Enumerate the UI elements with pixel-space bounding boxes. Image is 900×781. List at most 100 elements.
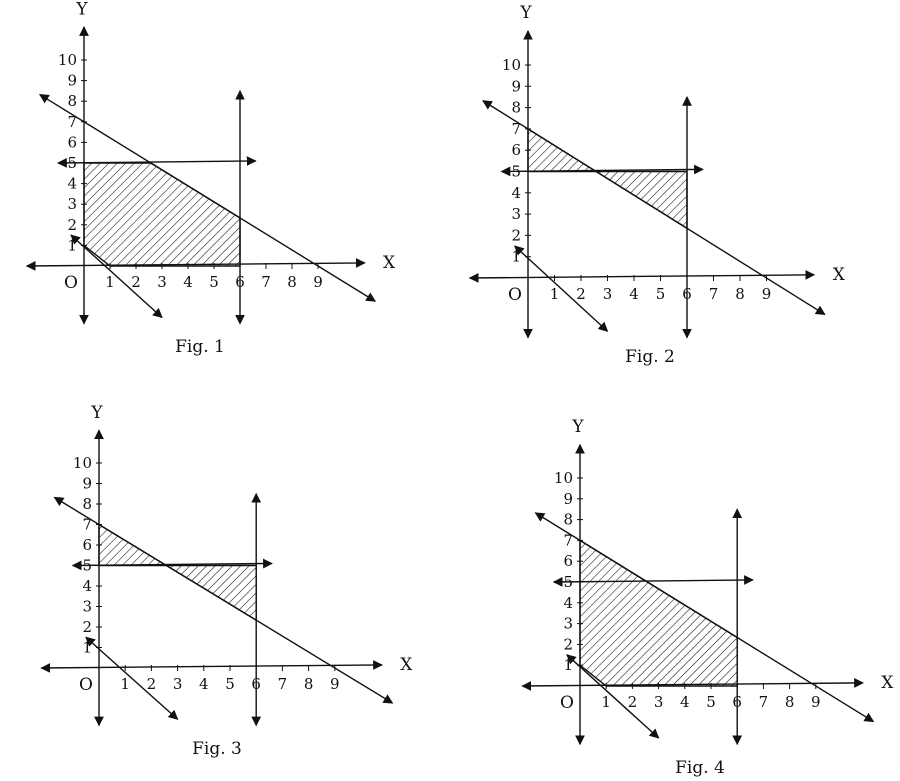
y-tick-label: 4 <box>563 594 573 612</box>
y-tick-label: 10 <box>554 469 573 487</box>
boundary-line <box>534 512 875 723</box>
y-tick-label: 5 <box>82 557 92 575</box>
y-tick-label: 9 <box>67 72 77 90</box>
x-tick-label: 3 <box>173 675 183 693</box>
y-tick-label: 2 <box>511 226 521 244</box>
x-tick-label: 7 <box>759 693 769 711</box>
y-tick-label: 7 <box>511 120 521 138</box>
x-tick-label: 8 <box>785 693 795 711</box>
origin-label: O <box>79 675 93 695</box>
shaded-region <box>579 539 738 687</box>
x-tick-label: 5 <box>225 675 235 693</box>
y-tick-label: 10 <box>502 56 521 74</box>
x-tick-label: 6 <box>235 273 245 291</box>
x-tick-label: 8 <box>287 273 297 291</box>
horizontal-constraint-line <box>71 558 273 571</box>
y-tick-label: 2 <box>563 635 573 653</box>
boundary-line <box>38 93 377 302</box>
y-tick-label: 1 <box>511 248 521 266</box>
y-tick-label: 3 <box>82 598 92 616</box>
origin-label: O <box>64 273 78 293</box>
y-tick-label: 1 <box>82 639 92 657</box>
x-tick-label: 3 <box>603 285 613 303</box>
y-tick-label: 6 <box>563 552 573 570</box>
x-tick-label: 4 <box>680 693 690 711</box>
x-tick-label: 1 <box>550 285 560 303</box>
y-tick-label: 6 <box>82 536 92 554</box>
lower-constraint-line <box>70 234 163 319</box>
y-tick-label: 8 <box>82 495 92 513</box>
y-tick-label: 4 <box>67 175 77 193</box>
y-tick-label: 3 <box>563 615 573 633</box>
y-tick-label: 6 <box>511 141 521 159</box>
y-tick-label: 9 <box>511 77 521 95</box>
x-tick-label: 4 <box>183 273 193 291</box>
y-tick-label: 8 <box>563 511 573 529</box>
y-axis-label: Y <box>75 0 88 20</box>
x-tick-label: 7 <box>709 285 719 303</box>
y-tick-label: 2 <box>67 216 77 234</box>
x-tick-label: 1 <box>120 675 130 693</box>
x-tick-label: 6 <box>732 693 742 711</box>
y-tick-label: 10 <box>58 51 77 69</box>
y-tick-label: 5 <box>563 573 573 591</box>
y-tick-label: 9 <box>82 475 92 493</box>
y-tick-label: 9 <box>563 490 573 508</box>
boundary-line <box>53 496 394 704</box>
y-tick-label: 8 <box>67 92 77 110</box>
x-tick-label: 3 <box>157 273 167 291</box>
figure-caption: Fig. 4 <box>675 758 725 778</box>
y-tick-label: 1 <box>563 656 573 674</box>
y-tick-label: 10 <box>73 454 92 472</box>
y-axis-label: Y <box>90 403 103 423</box>
lower-constraint-line <box>514 245 609 332</box>
x-tick-label: 4 <box>629 285 639 303</box>
x-tick-label: 2 <box>576 285 586 303</box>
y-tick-label: 1 <box>67 236 77 254</box>
figure-caption: Fig. 1 <box>175 337 225 357</box>
y-tick-label: 4 <box>511 184 521 202</box>
y-tick-label: 3 <box>67 195 77 213</box>
y-tick-label: 7 <box>563 531 573 549</box>
x-tick-label: 2 <box>131 273 141 291</box>
horizontal-constraint-line <box>552 575 754 587</box>
x-tick-label: 9 <box>762 285 772 303</box>
x-tick-label: 1 <box>105 273 115 291</box>
origin-label: O <box>508 285 522 305</box>
x-tick-label: 5 <box>656 285 666 303</box>
horizontal-constraint-line <box>500 164 704 177</box>
x-tick-label: 6 <box>682 285 692 303</box>
shaded-region <box>83 162 241 267</box>
figure-caption: Fig. 3 <box>192 739 242 759</box>
y-tick-label: 3 <box>511 205 521 223</box>
x-axis-label: X <box>833 265 846 285</box>
x-axis-label: X <box>400 655 413 675</box>
x-tick-label: 7 <box>278 675 288 693</box>
y-axis-label: Y <box>519 3 532 23</box>
x-tick-label: 3 <box>654 693 664 711</box>
x-tick-label: 6 <box>251 675 261 693</box>
y-tick-label: 7 <box>82 516 92 534</box>
y-tick-label: 4 <box>82 577 92 595</box>
x-tick-label: 8 <box>735 285 745 303</box>
lower-constraint-line <box>566 654 660 739</box>
y-axis-label: Y <box>571 417 584 437</box>
x-tick-label: 2 <box>147 675 157 693</box>
x-tick-label: 4 <box>199 675 209 693</box>
x-tick-label: 8 <box>304 675 314 693</box>
lower-constraint-line <box>85 636 179 720</box>
x-axis-label: X <box>383 253 396 273</box>
x-tick-label: 9 <box>811 693 821 711</box>
x-tick-label: 9 <box>313 273 323 291</box>
y-tick-label: 7 <box>67 113 77 131</box>
x-axis-label: X <box>881 673 894 693</box>
origin-label: O <box>560 693 574 713</box>
x-tick-label: 5 <box>706 693 716 711</box>
x-tick-label: 2 <box>628 693 638 711</box>
y-tick-label: 6 <box>67 133 77 151</box>
